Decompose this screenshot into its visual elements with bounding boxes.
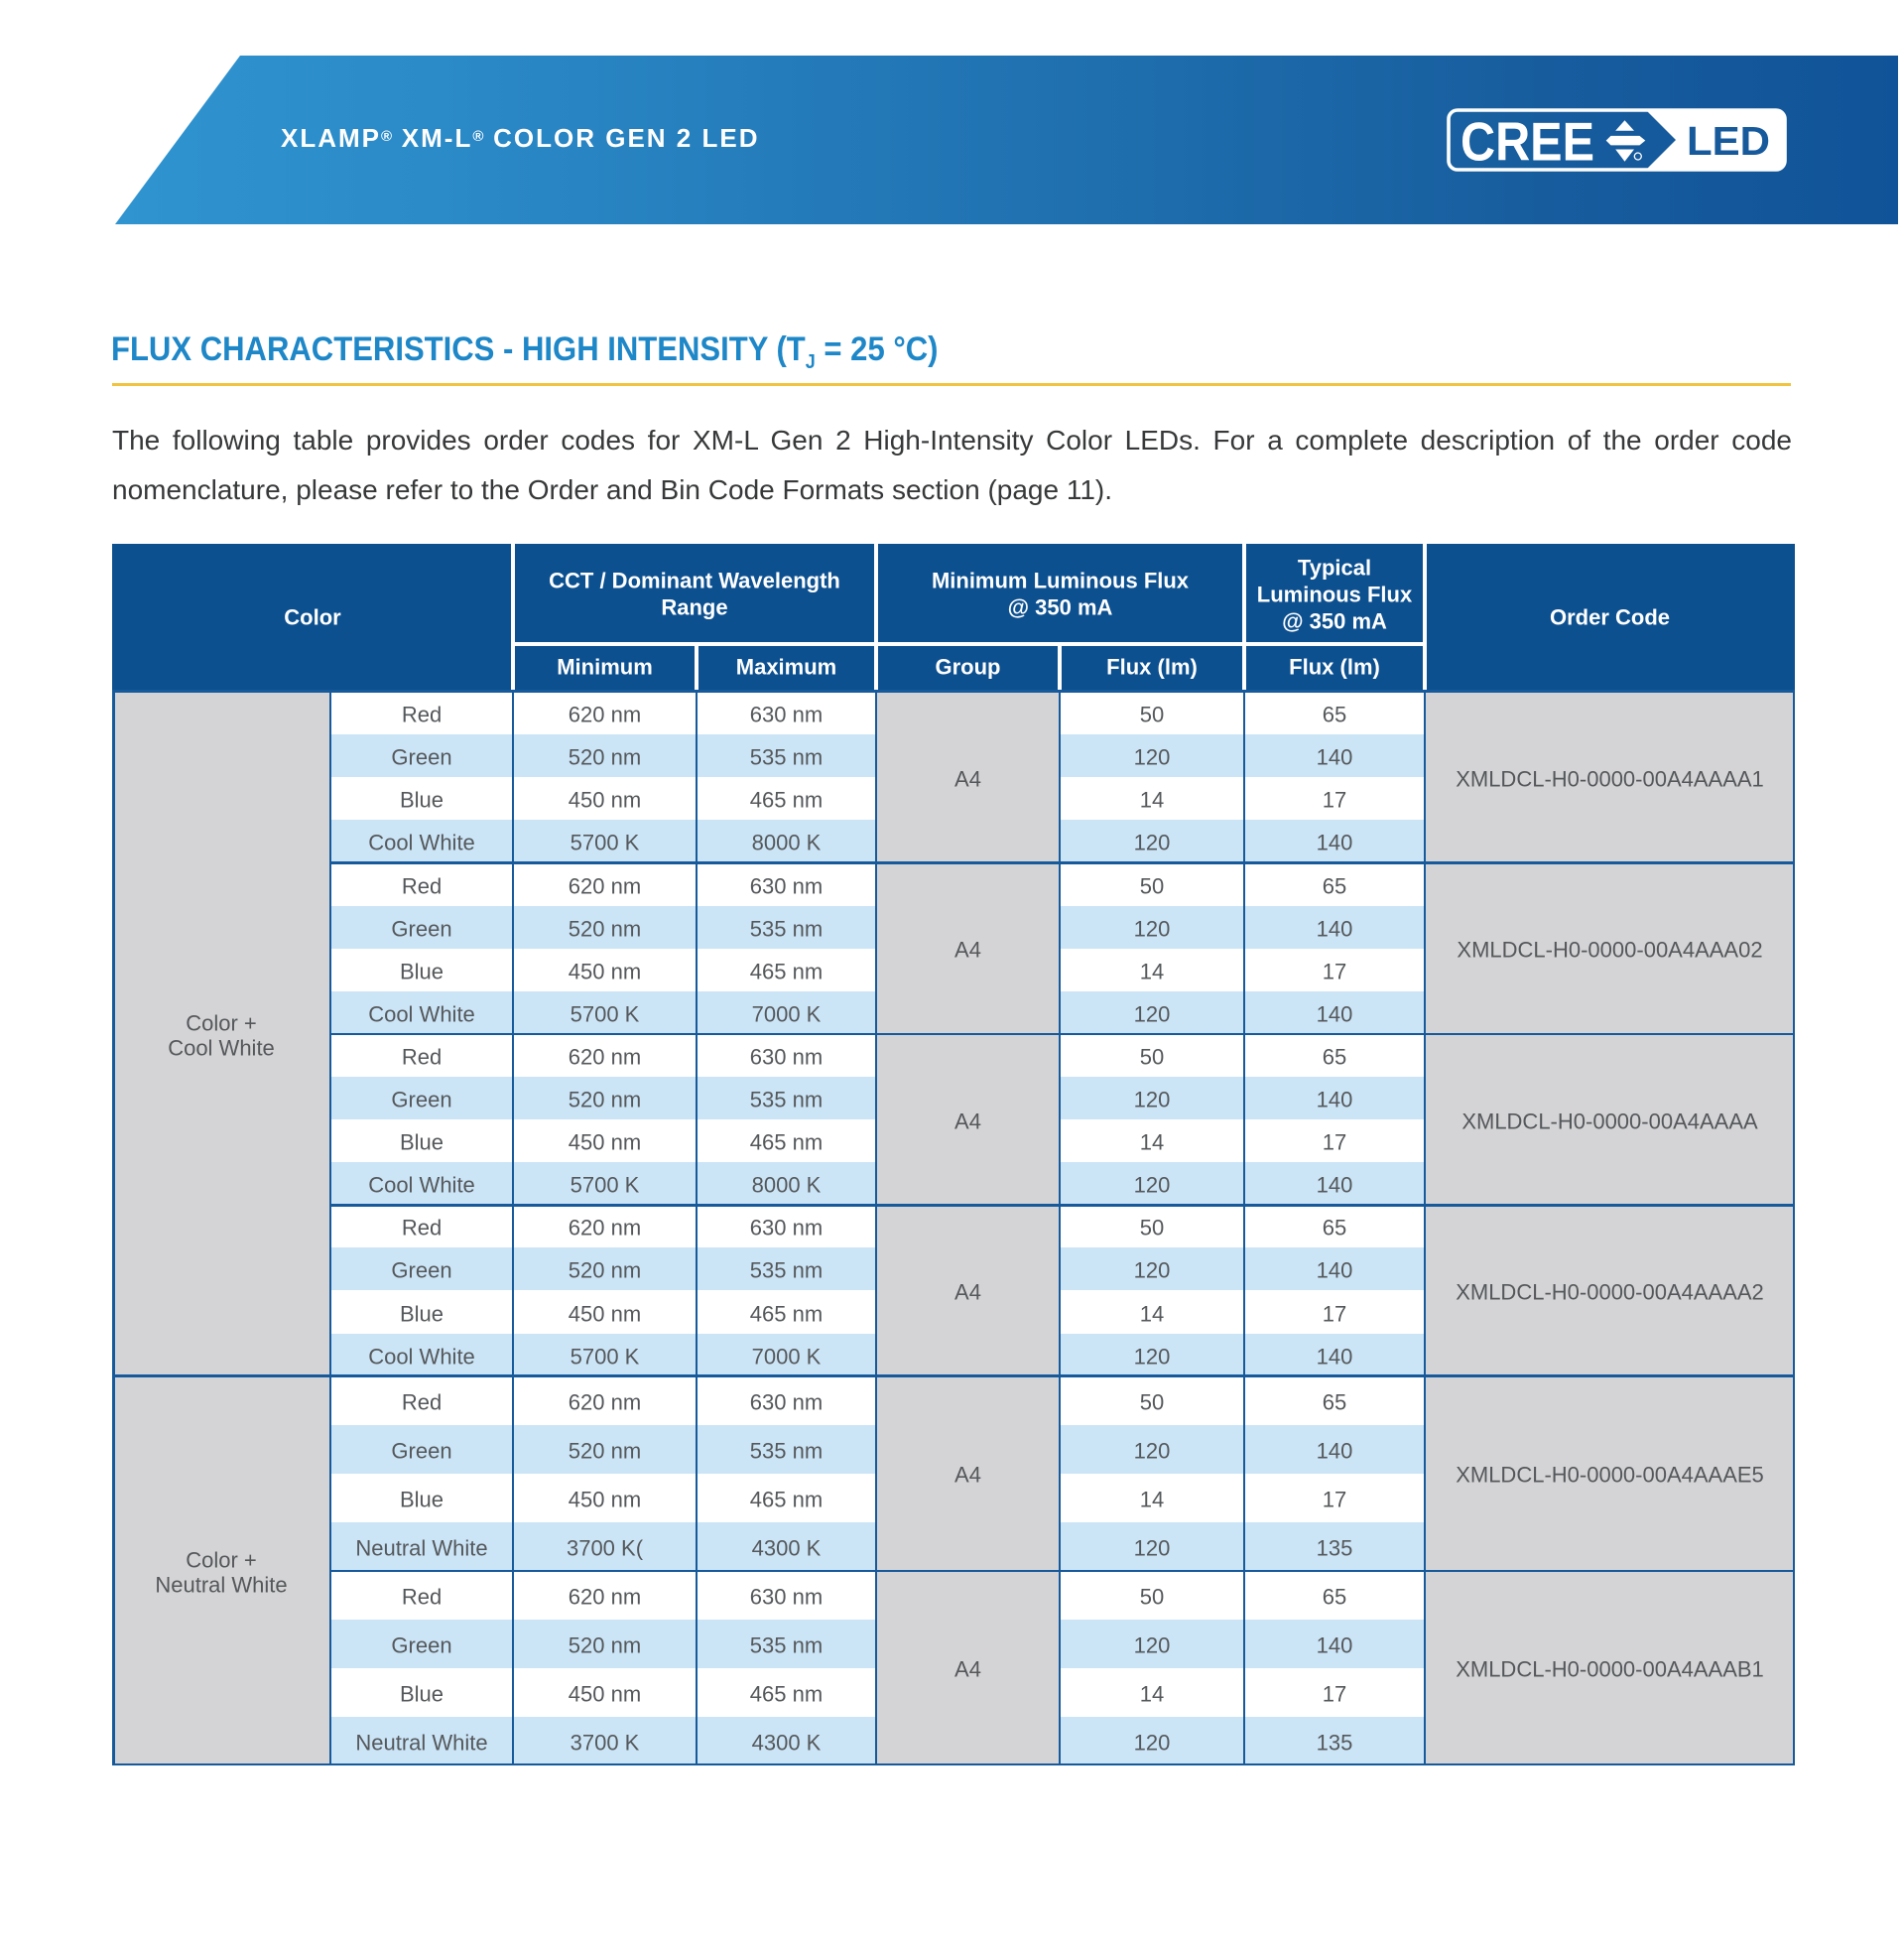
svg-text:LED: LED bbox=[1687, 118, 1770, 164]
svg-text:CREE: CREE bbox=[1460, 111, 1594, 173]
